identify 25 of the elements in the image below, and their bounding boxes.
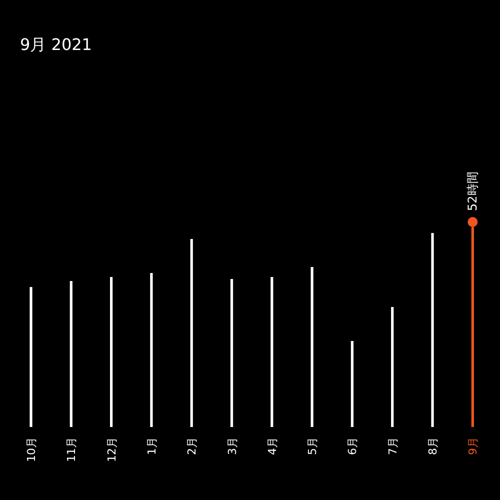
- x-tick-label: 11月: [65, 437, 78, 462]
- bar: [190, 239, 193, 427]
- x-tick-label: 12月: [105, 437, 118, 462]
- bar: [30, 287, 32, 427]
- bar: [70, 281, 72, 427]
- bar: [391, 307, 394, 427]
- bar: [431, 233, 434, 427]
- x-tick-label: 8月: [426, 437, 440, 455]
- x-tick-label: 1月: [145, 437, 158, 455]
- x-tick-label: 9月: [466, 437, 480, 455]
- bar: [110, 277, 113, 427]
- x-tick-label: 7月: [386, 437, 400, 455]
- chart-title: 9月 2021: [20, 35, 92, 54]
- bar: [230, 279, 234, 427]
- bar: [350, 341, 354, 427]
- annotation: 52時間: [466, 172, 480, 211]
- x-tick-label: 10月: [25, 437, 38, 462]
- bar: [270, 277, 274, 427]
- bar: [150, 273, 153, 427]
- x-tick-label: 2月: [186, 437, 199, 455]
- x-tick-label: 4月: [266, 437, 279, 455]
- bar: [310, 267, 314, 427]
- x-tick-label: 3月: [226, 437, 239, 455]
- x-tick-label: 6月: [346, 437, 360, 455]
- x-tick-label: 5月: [306, 437, 320, 455]
